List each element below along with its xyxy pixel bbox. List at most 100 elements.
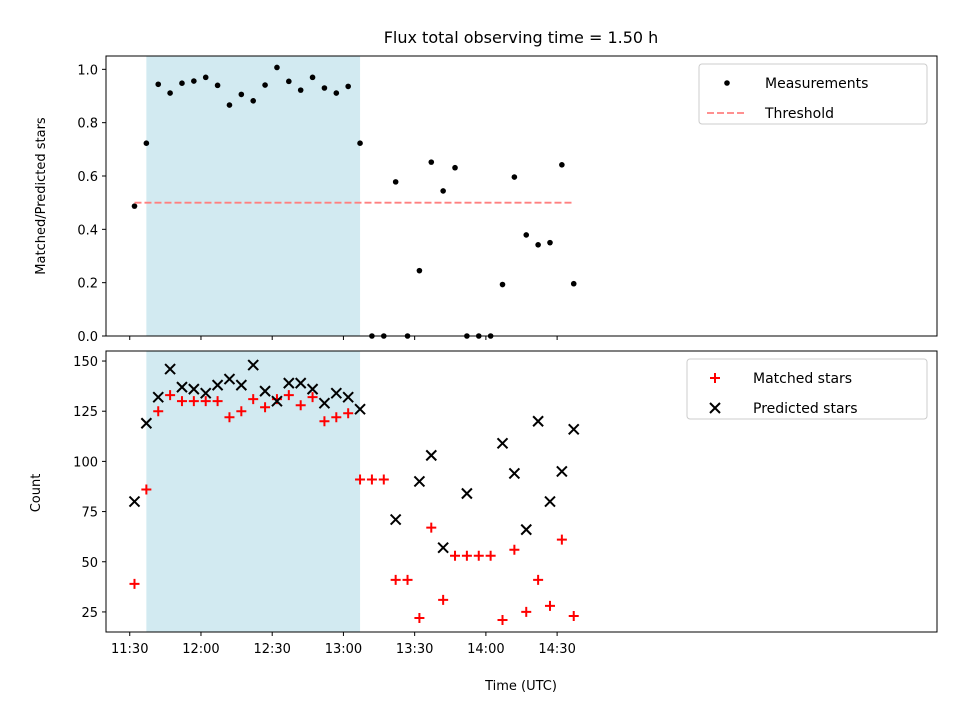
measurements-point	[547, 239, 553, 246]
y-tick-label: 0.6	[77, 170, 98, 185]
measurements-point	[499, 281, 506, 288]
predicted-stars-point	[188, 383, 200, 395]
predicted-stars-point	[164, 363, 176, 375]
matched-stars-point	[426, 522, 437, 533]
predicted-stars-point	[271, 395, 283, 407]
x-tick-label: 13:30	[396, 642, 433, 657]
predicted-stars-point	[508, 467, 521, 480]
predicted-stars-point	[223, 373, 236, 385]
matched-stars-point	[402, 574, 413, 585]
predicted-stars-point	[318, 397, 331, 409]
measurements-point	[428, 159, 435, 165]
matched-stars-point	[473, 550, 484, 561]
matched-stars-point	[260, 402, 271, 413]
measurements-point	[416, 267, 423, 274]
measurements-point	[440, 188, 446, 194]
x-tick-label: 14:00	[467, 642, 504, 657]
y-tick-label: 0.2	[77, 277, 98, 292]
predicted-stars-point	[437, 541, 449, 554]
matched-stars-point	[248, 394, 259, 405]
measurements-point	[345, 83, 351, 90]
predicted-stars-point	[247, 359, 259, 371]
axes-frame	[105, 350, 938, 633]
y-tick-label: 1.0	[77, 63, 98, 78]
matched-stars-point	[461, 550, 472, 561]
matched-stars-point	[509, 544, 520, 555]
measurements-point	[511, 174, 518, 180]
legend-marker-measurements	[724, 80, 730, 86]
matched-stars-point	[212, 396, 223, 407]
shaded-region	[146, 351, 361, 632]
measurements-point	[155, 81, 162, 88]
y-tick-label: 0.4	[77, 223, 98, 238]
matched-stars-point	[236, 406, 247, 417]
predicted-stars-point	[128, 495, 141, 508]
measurements-point	[297, 87, 304, 93]
shaded-region	[146, 56, 361, 336]
predicted-stars-point	[354, 403, 366, 415]
x-tick-label: 11:30	[111, 642, 148, 657]
measurements-point	[321, 85, 328, 91]
top-y-axis-label: Matched/Predicted stars	[34, 117, 49, 275]
predicted-stars-point	[259, 385, 271, 397]
measurements-point	[392, 179, 399, 185]
predicted-stars-point	[556, 465, 568, 478]
predicted-stars-point	[413, 475, 426, 488]
legend-marker-matched-stars	[710, 373, 720, 383]
measurements-point	[286, 78, 292, 85]
measurements-point	[143, 140, 150, 146]
matched-stars-point	[188, 396, 199, 407]
predicted-stars-point	[176, 381, 188, 393]
matched-stars-point	[521, 606, 532, 617]
x-tick-label: 14:30	[538, 642, 575, 657]
predicted-stars-point	[425, 449, 437, 462]
legend-marker-predicted-stars	[709, 402, 721, 414]
legend-label-matched-stars: Matched stars	[753, 371, 852, 387]
matched-stars-point	[176, 396, 187, 407]
predicted-stars-point	[211, 379, 224, 391]
predicted-stars-point	[283, 377, 295, 389]
legend-box	[698, 63, 928, 125]
predicted-stars-point	[294, 377, 307, 389]
predicted-stars-point	[496, 437, 509, 450]
x-axis-label: Time (UTC)	[484, 679, 557, 694]
matched-stars-point	[331, 412, 342, 423]
measurements-point	[452, 164, 458, 171]
matched-stars-point	[533, 574, 544, 585]
predicted-stars-point	[235, 379, 248, 391]
y-tick-label: 150	[73, 355, 98, 370]
matched-stars-point	[544, 600, 555, 611]
legend: Matched stars Predicted stars	[686, 358, 928, 420]
measurements-point	[167, 90, 173, 96]
legend-label-threshold: Threshold	[764, 106, 834, 122]
predicted-stars-point	[200, 387, 212, 399]
matched-stars-point	[378, 474, 389, 485]
predicted-stars-point	[306, 383, 319, 395]
matched-stars-point	[307, 392, 318, 403]
measurements-point	[274, 64, 280, 71]
matched-stars-point	[165, 390, 176, 401]
predicted-stars-point	[152, 391, 164, 403]
matched-stars-point	[200, 396, 211, 407]
measurements-point	[559, 162, 565, 168]
bottom-y-axis-label: Count	[29, 474, 44, 513]
matched-stars-point	[414, 612, 425, 623]
measurements-point	[179, 80, 185, 86]
matched-stars-point	[450, 550, 461, 561]
x-tick-label: 13:00	[325, 642, 362, 657]
measurements-point	[262, 82, 268, 88]
y-tick-label: 50	[81, 556, 98, 571]
matched-stars-point	[153, 406, 164, 417]
matched-stars-point	[556, 534, 567, 545]
x-tick-label: 12:00	[182, 642, 219, 657]
measurements-point	[570, 280, 577, 287]
measurements-point	[131, 203, 138, 209]
measurements-point	[202, 74, 209, 81]
legend-box	[686, 358, 928, 420]
legend: Measurements Threshold	[698, 63, 928, 125]
predicted-stars-point	[140, 417, 153, 429]
matched-stars-point	[224, 412, 235, 423]
y-tick-label: 100	[73, 455, 98, 470]
matched-stars-point	[438, 594, 449, 605]
